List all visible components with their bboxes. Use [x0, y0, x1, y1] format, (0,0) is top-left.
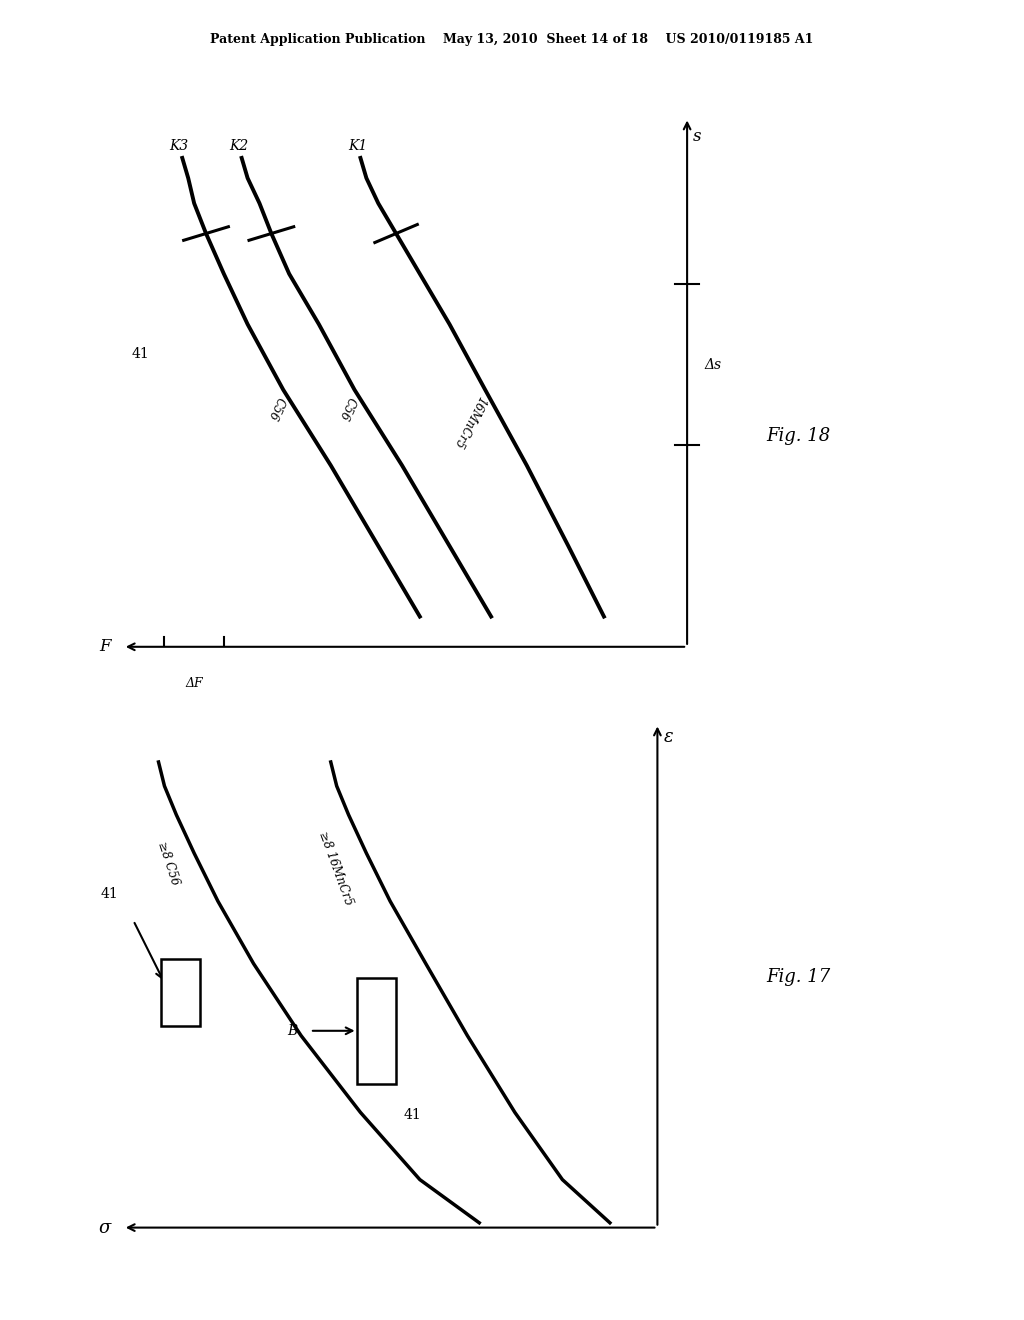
- Text: 16MnCr5: 16MnCr5: [451, 393, 488, 450]
- Text: F: F: [99, 639, 111, 655]
- Text: 41: 41: [132, 347, 150, 362]
- Text: B: B: [287, 1024, 297, 1038]
- Text: Fig. 17: Fig. 17: [767, 968, 830, 986]
- Text: 41: 41: [403, 1107, 421, 1122]
- Text: C56: C56: [264, 395, 286, 421]
- Text: ε: ε: [664, 729, 673, 746]
- Bar: [162, 958, 200, 1026]
- Bar: [357, 978, 396, 1084]
- Text: σ: σ: [98, 1218, 111, 1237]
- Text: Δs: Δs: [705, 358, 722, 371]
- Text: s: s: [693, 128, 701, 145]
- Text: Fig. 18: Fig. 18: [767, 426, 830, 445]
- Text: ≥8 C56: ≥8 C56: [156, 840, 182, 887]
- Text: C56: C56: [336, 395, 357, 421]
- Text: K1: K1: [348, 139, 367, 153]
- Text: K2: K2: [229, 139, 248, 153]
- Text: 41: 41: [100, 887, 119, 902]
- Text: ≥8 16MnCr5: ≥8 16MnCr5: [315, 829, 354, 907]
- Text: ΔF: ΔF: [185, 677, 203, 690]
- Text: K3: K3: [170, 139, 188, 153]
- Text: Patent Application Publication    May 13, 2010  Sheet 14 of 18    US 2010/011918: Patent Application Publication May 13, 2…: [210, 33, 814, 46]
